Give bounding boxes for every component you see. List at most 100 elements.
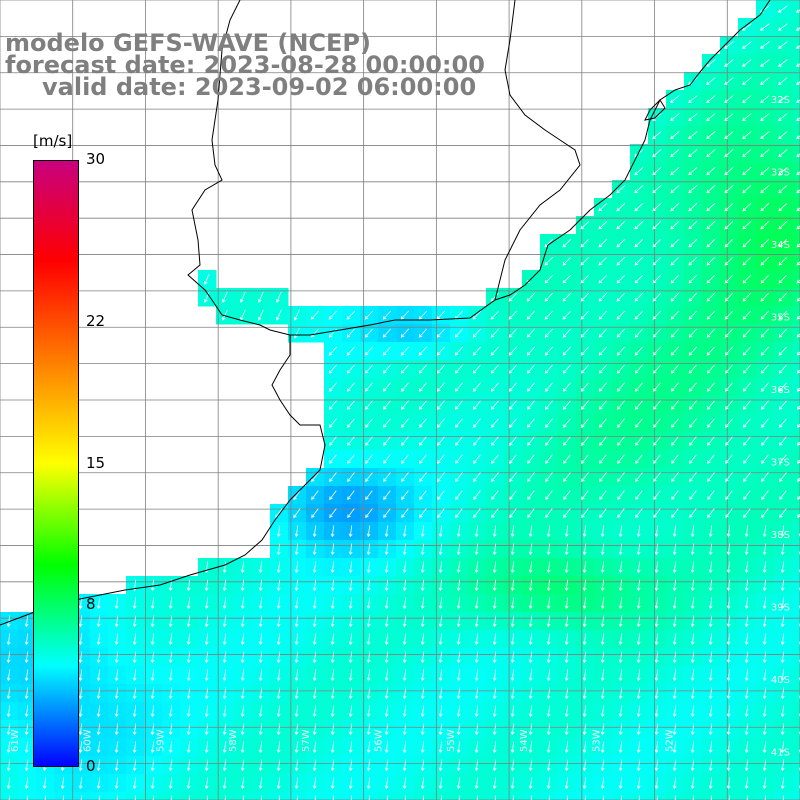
- wind-arrow: [240, 777, 245, 790]
- wind-arrow: [438, 525, 443, 538]
- wind-arrow: [778, 59, 788, 67]
- longitude-label: 60W: [83, 729, 94, 752]
- wind-arrow: [670, 256, 680, 266]
- longitude-label: 58W: [228, 729, 239, 752]
- wind-arrow: [508, 364, 517, 374]
- wind-arrow: [456, 579, 461, 592]
- wind-arrow: [564, 669, 569, 682]
- wind-arrow: [544, 364, 553, 374]
- wind-arrow: [638, 795, 641, 800]
- latitude-label: 41S: [771, 748, 790, 759]
- wind-arrow: [329, 400, 337, 410]
- latitude-label: 39S: [771, 603, 790, 614]
- wind-arrow: [564, 561, 569, 574]
- wind-arrow: [382, 346, 391, 356]
- wind-arrow: [366, 723, 371, 736]
- wind-arrow: [671, 508, 679, 519]
- wind-arrow: [168, 651, 173, 664]
- wind-arrow: [778, 364, 787, 374]
- wind-arrow: [455, 418, 463, 428]
- wind-arrow: [634, 382, 643, 392]
- wind-arrow: [492, 705, 497, 718]
- wind-cell: [792, 738, 800, 757]
- colorbar-tick: 0: [86, 757, 96, 775]
- wind-arrow: [725, 400, 733, 410]
- wind-arrow: [114, 633, 119, 646]
- wind-arrow: [186, 615, 191, 628]
- wind-arrow: [761, 400, 769, 410]
- wind-arrow: [636, 561, 641, 574]
- wind-arrow: [509, 436, 517, 446]
- wind-arrow: [294, 705, 299, 718]
- wind-arrow: [527, 508, 535, 519]
- wind-arrow: [492, 669, 497, 682]
- wind-arrow: [708, 705, 713, 718]
- wind-arrow: [132, 741, 137, 754]
- wind-arrow: [690, 579, 695, 592]
- wind-cell: [792, 756, 800, 775]
- wind-arrow: [204, 273, 210, 285]
- wind-arrow: [402, 723, 407, 736]
- wind-arrow: [581, 436, 589, 446]
- wind-arrow: [618, 561, 623, 574]
- wind-arrow: [382, 310, 392, 320]
- wind-arrow: [672, 543, 677, 556]
- wind-arrow: [383, 508, 391, 519]
- wind-arrow: [562, 274, 572, 284]
- wind-arrow: [456, 705, 461, 718]
- wind-arrow: [329, 508, 337, 519]
- wind-arrow: [258, 561, 263, 574]
- wind-arrow: [240, 669, 245, 682]
- wind-arrow: [653, 454, 661, 464]
- wind-arrow: [656, 795, 659, 800]
- wind-arrow: [760, 274, 770, 284]
- wind-arrow: [510, 669, 515, 682]
- wind-arrow: [438, 705, 443, 718]
- wind-arrow: [688, 292, 698, 302]
- wind-arrow: [762, 705, 767, 718]
- wind-arrow: [760, 292, 770, 302]
- wind-arrow: [546, 777, 551, 790]
- wind-arrow: [168, 615, 173, 628]
- wind-arrow: [670, 131, 680, 140]
- wind-arrow: [222, 615, 227, 628]
- wind-arrow: [438, 597, 443, 610]
- wind-arrow: [78, 597, 83, 610]
- wind-arrow: [418, 310, 428, 320]
- wind-arrow: [168, 669, 173, 682]
- wind-arrow: [438, 687, 443, 700]
- wind-arrow: [114, 759, 119, 772]
- wind-arrow: [240, 759, 245, 772]
- wind-arrow: [294, 615, 299, 628]
- wind-arrow: [654, 579, 659, 592]
- wind-arrow: [492, 777, 497, 790]
- wind-arrow: [760, 346, 769, 356]
- border-river: [494, 0, 581, 301]
- wind-arrow: [527, 490, 535, 501]
- wind-arrow: [330, 651, 335, 664]
- wind-arrow: [474, 759, 479, 772]
- wind-arrow: [742, 59, 752, 67]
- wind-arrow: [780, 525, 785, 538]
- wind-arrow: [706, 131, 716, 140]
- wind-arrow: [744, 615, 749, 628]
- wind-arrow: [708, 543, 713, 556]
- wind-arrow: [652, 382, 661, 392]
- wind-arrow: [258, 633, 263, 646]
- wind-arrow: [330, 723, 335, 736]
- colorbar-tick: 30: [86, 150, 106, 168]
- wind-arrow: [634, 185, 644, 194]
- wind-arrow: [706, 59, 716, 67]
- wind-arrow: [114, 741, 119, 754]
- wind-arrow: [330, 777, 335, 790]
- wind-arrow: [420, 543, 425, 556]
- wind-arrow: [636, 687, 641, 700]
- wind-arrow: [744, 741, 749, 754]
- wind-arrow: [347, 418, 355, 428]
- wind-arrow: [564, 777, 569, 790]
- wind-arrow: [726, 687, 731, 700]
- wind-arrow: [420, 669, 425, 682]
- wind-arrow: [617, 400, 625, 410]
- wind-arrow: [276, 615, 281, 628]
